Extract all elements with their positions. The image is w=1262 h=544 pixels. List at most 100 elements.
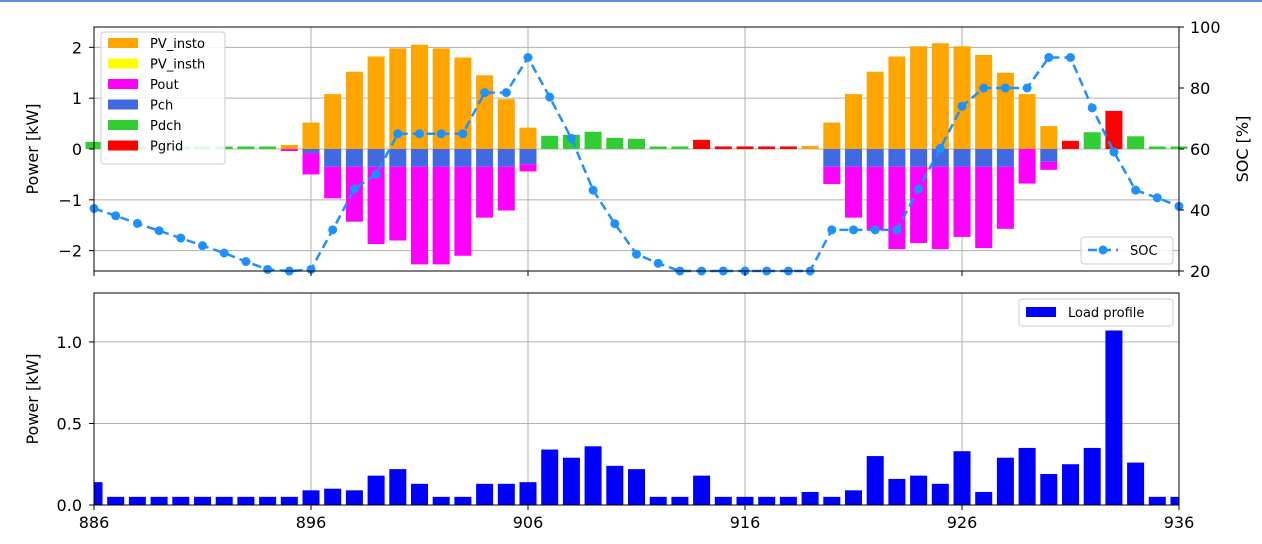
bar-pout (996, 166, 1014, 229)
bar-pdch (259, 146, 277, 149)
bottom-chart-legend: Load profile (1018, 298, 1174, 327)
x-tick-label: 886 (79, 513, 110, 532)
bar-load-profile (476, 483, 494, 505)
bar-pv-insto (280, 144, 298, 149)
bar-load-profile (172, 496, 190, 505)
bar-pgrid (779, 146, 797, 149)
bar-pch (931, 149, 949, 167)
bar-load-profile (150, 496, 168, 505)
legend-label: Pdch (150, 119, 181, 134)
bar-pout (866, 166, 884, 231)
bar-load-profile (801, 491, 819, 505)
bar-load-profile (975, 491, 993, 505)
bar-load-profile (1062, 464, 1079, 505)
bar-pch (845, 149, 862, 167)
soc-point (979, 83, 989, 93)
bar-pv-insto (888, 56, 906, 149)
soc-point (892, 225, 902, 235)
soc-point (501, 88, 511, 98)
bar-pch (953, 149, 971, 167)
bar-pout (845, 166, 862, 218)
bar-pv-insto (910, 46, 928, 149)
load-legend-label: Load profile (1068, 306, 1144, 321)
bar-load-profile (541, 449, 559, 505)
bar-load-profile (519, 482, 537, 505)
bar-pout (280, 149, 298, 152)
bar-pch (389, 149, 407, 167)
bar-load-profile (1148, 496, 1166, 505)
bar-pout (389, 166, 407, 241)
bar-pout (497, 166, 515, 211)
bar-pdch (541, 135, 559, 149)
soc-point (1109, 147, 1119, 157)
bar-pch (432, 149, 450, 167)
bar-pv-insto (1040, 126, 1058, 149)
soc-point (436, 129, 446, 139)
soc-point (132, 218, 142, 228)
bar-load-profile (888, 478, 906, 505)
x-tick-label: 896 (296, 513, 327, 532)
bar-pch (454, 149, 472, 167)
bar-load-profile (584, 446, 602, 505)
bar-pgrid (736, 146, 754, 149)
bar-pout (454, 166, 472, 256)
bar-load-profile (94, 482, 103, 505)
bar-load-profile (562, 457, 580, 505)
bar-pch (519, 149, 537, 165)
x-tick-label: 906 (513, 513, 544, 532)
bar-load-profile (1040, 474, 1058, 505)
bar-load-profile (128, 496, 146, 505)
bar-load-profile (1127, 462, 1145, 505)
bar-load-profile (237, 496, 255, 505)
soc-point (480, 88, 490, 98)
x-tick-label: 936 (1164, 513, 1195, 532)
soc-legend-marker (1098, 245, 1108, 255)
soc-point (415, 129, 424, 139)
soc-point (198, 241, 207, 251)
legend-swatch (108, 79, 138, 89)
bottom-y-axis-label: Power [kW] (23, 353, 42, 444)
bar-pch (367, 149, 385, 167)
bar-pdch (649, 146, 667, 149)
soc-point (371, 169, 381, 179)
bar-load-profile (324, 488, 342, 505)
soc-point (849, 225, 858, 235)
bar-pv-insto (324, 94, 342, 149)
top-chart-legend: PV_insto PV_insth Pout Pch Pdch Pgrid (100, 31, 226, 165)
bar-pv-insto (801, 145, 819, 149)
y-tick-label: 0.0 (57, 496, 82, 515)
bar-pout (931, 166, 949, 250)
bar-load-profile (693, 475, 711, 505)
y-tick-label: 0 (72, 140, 82, 159)
bar-pch (1040, 149, 1058, 162)
soc-point (545, 92, 555, 102)
soc-point (1066, 53, 1075, 62)
bar-pout (1018, 149, 1036, 184)
bar-pgrid (714, 146, 732, 149)
bar-pv-insto (975, 54, 993, 150)
x-tick-label: 916 (730, 513, 761, 532)
bar-pv-insto (497, 99, 515, 149)
bar-pgrid (758, 146, 776, 149)
bar-pch (910, 149, 928, 167)
bar-pgrid (1105, 110, 1123, 149)
y2-tick-label: 20 (1190, 262, 1210, 281)
bar-load-profile (215, 496, 233, 505)
bar-load-profile (866, 456, 884, 505)
soc-point (306, 264, 316, 274)
soc-point (219, 248, 229, 258)
bar-pdch (1083, 132, 1101, 149)
soc-point (935, 143, 945, 153)
soc-point (1152, 193, 1162, 203)
soc-point (154, 226, 164, 236)
y-tick-label: 1.0 (57, 333, 82, 352)
bar-load-profile (411, 483, 428, 505)
legend-swatch (108, 99, 138, 110)
bar-pout (823, 166, 841, 185)
y2-tick-label: 100 (1190, 18, 1221, 37)
soc-point (566, 133, 576, 143)
y2-tick-label: 80 (1190, 79, 1210, 98)
bar-load-profile (1105, 330, 1123, 505)
bar-pdch (1148, 146, 1166, 149)
